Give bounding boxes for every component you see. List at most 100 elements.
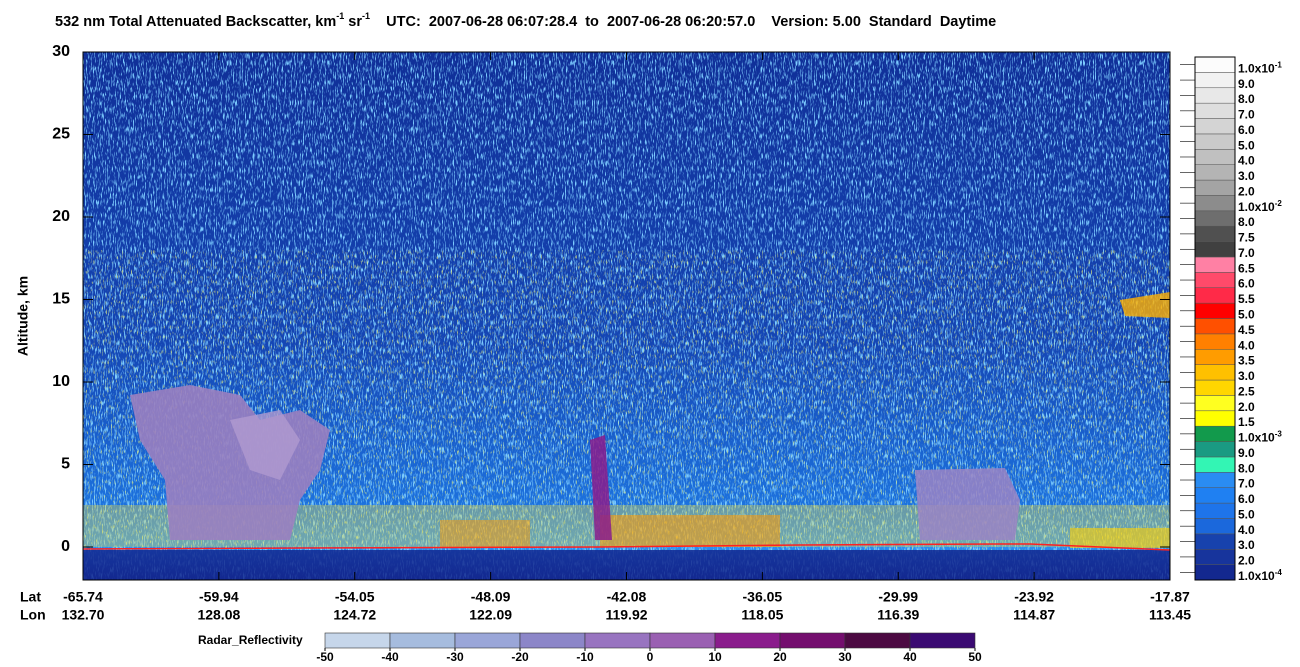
- colorbar-label-text: 8.0: [1238, 92, 1255, 106]
- title-segment: UTC: 2007-06-28 06:07:28.4 to 2007-06-28…: [370, 14, 996, 30]
- colorbar-label-exp: -2: [1275, 198, 1283, 207]
- x-tick-label: -48.09: [471, 589, 511, 605]
- colorbar-label-exp: -3: [1275, 429, 1283, 438]
- y-tick-label: 5: [61, 456, 70, 473]
- colorbar-cell: [1194, 133, 1236, 150]
- x-tick-label: -36.05: [743, 589, 783, 605]
- y-tick-label: 10: [52, 373, 70, 390]
- colorbar-label-text: 5.0: [1238, 308, 1255, 322]
- y-tick-label: 20: [52, 208, 70, 225]
- colorbar-frame: [1194, 56, 1236, 581]
- colorbar-cell: [1194, 564, 1236, 581]
- colorbar-label: 7.5: [1238, 231, 1255, 245]
- colorbar-label-text: 6.5: [1238, 262, 1255, 276]
- colorbar-label-text: 9.0: [1238, 77, 1255, 91]
- colorbar-label-text: 7.5: [1238, 231, 1255, 245]
- y-tick-label: 15: [52, 291, 70, 308]
- colorbar-label: 9.0: [1238, 446, 1255, 460]
- colorbar-cell: [1194, 472, 1236, 488]
- colorbar-label: 1.0x10-4: [1238, 568, 1282, 584]
- colorbar-label: 2.0: [1238, 185, 1255, 199]
- y-axis-label: Altitude, km: [15, 276, 31, 356]
- backscatter-image: [83, 52, 1170, 580]
- colorbar-cell: [1194, 241, 1236, 258]
- colorbar-cell: [1194, 72, 1236, 89]
- colorbar-label: 4.0: [1238, 523, 1255, 537]
- y-tick-label: 0: [61, 538, 70, 555]
- colorbar-label: 5.0: [1238, 508, 1255, 522]
- radar-tick-label: -20: [511, 650, 529, 664]
- colorbar-label-text: 2.5: [1238, 385, 1255, 399]
- x-tick-label: -54.05: [335, 589, 375, 605]
- colorbar-label-text: 4.0: [1238, 523, 1255, 537]
- colorbar-label: 9.0: [1238, 77, 1255, 91]
- colorbar-label-text: 4.0: [1238, 154, 1255, 168]
- colorbar-label-text: 6.0: [1238, 277, 1255, 291]
- colorbar-cell: [1194, 179, 1236, 196]
- colorbar-label-exp: -1: [1275, 60, 1283, 69]
- colorbar-label: 7.0: [1238, 246, 1255, 260]
- colorbar-label: 4.0: [1238, 338, 1255, 352]
- x-tick-label: 118.05: [741, 607, 783, 623]
- title-segment: -1: [362, 11, 370, 21]
- colorbar-label-text: 3.0: [1238, 538, 1255, 552]
- colorbar-label-text: 5.0: [1238, 508, 1255, 522]
- x-tick-label: 119.92: [605, 607, 647, 623]
- radar-cell: [844, 632, 911, 649]
- colorbar-cell: [1194, 349, 1236, 365]
- colorbar-label: 4.0: [1238, 154, 1255, 168]
- colorbar-label-text: 9.0: [1238, 446, 1255, 460]
- colorbar-label: 5.0: [1238, 138, 1255, 152]
- colorbar-cell: [1194, 487, 1236, 504]
- colorbar-label: 8.0: [1238, 215, 1255, 229]
- colorbar-label: 8.0: [1238, 461, 1255, 475]
- colorbar-label-text: 5.5: [1238, 292, 1255, 306]
- colorbar-cell: [1194, 287, 1236, 304]
- radar-tick-label: 40: [903, 650, 917, 664]
- colorbar-label-text: 6.0: [1238, 123, 1255, 137]
- radar-label: Radar_Reflectivity: [198, 633, 303, 647]
- x-tick-label: 124.72: [333, 607, 376, 623]
- colorbar-cell: [1194, 333, 1236, 350]
- colorbar-cell: [1194, 87, 1236, 104]
- colorbar-label: 2.0: [1238, 400, 1255, 414]
- radar-tick-label: 10: [708, 650, 722, 664]
- colorbar-cell: [1194, 548, 1236, 565]
- radar-tick-label: 50: [968, 650, 982, 664]
- colorbar-label-text: 1.0x10: [1238, 431, 1275, 445]
- x-tick-label: 113.45: [1149, 607, 1191, 623]
- colorbar-cell: [1194, 425, 1236, 442]
- colorbar-label: 1.0x10-2: [1238, 198, 1282, 214]
- colorbar-cell: [1194, 195, 1236, 212]
- colorbar-label-text: 3.0: [1238, 169, 1255, 183]
- colorbar-label-exp: -4: [1275, 568, 1283, 577]
- colorbar-label: 2.5: [1238, 385, 1255, 399]
- colorbar-label-text: 3.5: [1238, 354, 1255, 368]
- x-tick-label: -59.94: [199, 589, 239, 605]
- colorbar-label: 6.0: [1238, 123, 1255, 137]
- colorbar-label: 1.5: [1238, 415, 1255, 429]
- colorbar-label-text: 5.0: [1238, 138, 1255, 152]
- colorbar-label-text: 1.0x10: [1238, 62, 1275, 76]
- colorbar-label-text: 8.0: [1238, 215, 1255, 229]
- radar-tick-label: -40: [381, 650, 399, 664]
- colorbar-label-text: 1.0x10: [1238, 200, 1275, 214]
- colorbar-label-text: 2.0: [1238, 400, 1255, 414]
- colorbar-label: 6.5: [1238, 262, 1255, 276]
- y-tick-label: 25: [52, 126, 70, 143]
- colorbar-cell: [1194, 256, 1236, 273]
- x-tick-label: 114.87: [1013, 607, 1055, 623]
- colorbar-cell: [1194, 364, 1236, 381]
- colorbar-cell: [1194, 456, 1236, 473]
- x-tick-label: 116.39: [877, 607, 919, 623]
- radar-tick-label: -50: [316, 650, 334, 664]
- radar-tick-label: -30: [446, 650, 464, 664]
- x-tick-label: -17.87: [1150, 589, 1190, 605]
- y-tick-label: 30: [52, 43, 70, 60]
- colorbar-cell: [1194, 533, 1236, 550]
- colorbar-label-text: 2.0: [1238, 185, 1255, 199]
- colorbar-label-text: 6.0: [1238, 492, 1255, 506]
- radar-tick-label: 0: [647, 650, 654, 664]
- colorbar-cell: [1194, 118, 1236, 135]
